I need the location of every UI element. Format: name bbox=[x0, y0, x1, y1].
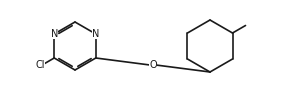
Text: N: N bbox=[51, 29, 58, 39]
Text: N: N bbox=[92, 29, 99, 39]
Text: Cl: Cl bbox=[35, 60, 45, 70]
Text: O: O bbox=[149, 60, 157, 70]
